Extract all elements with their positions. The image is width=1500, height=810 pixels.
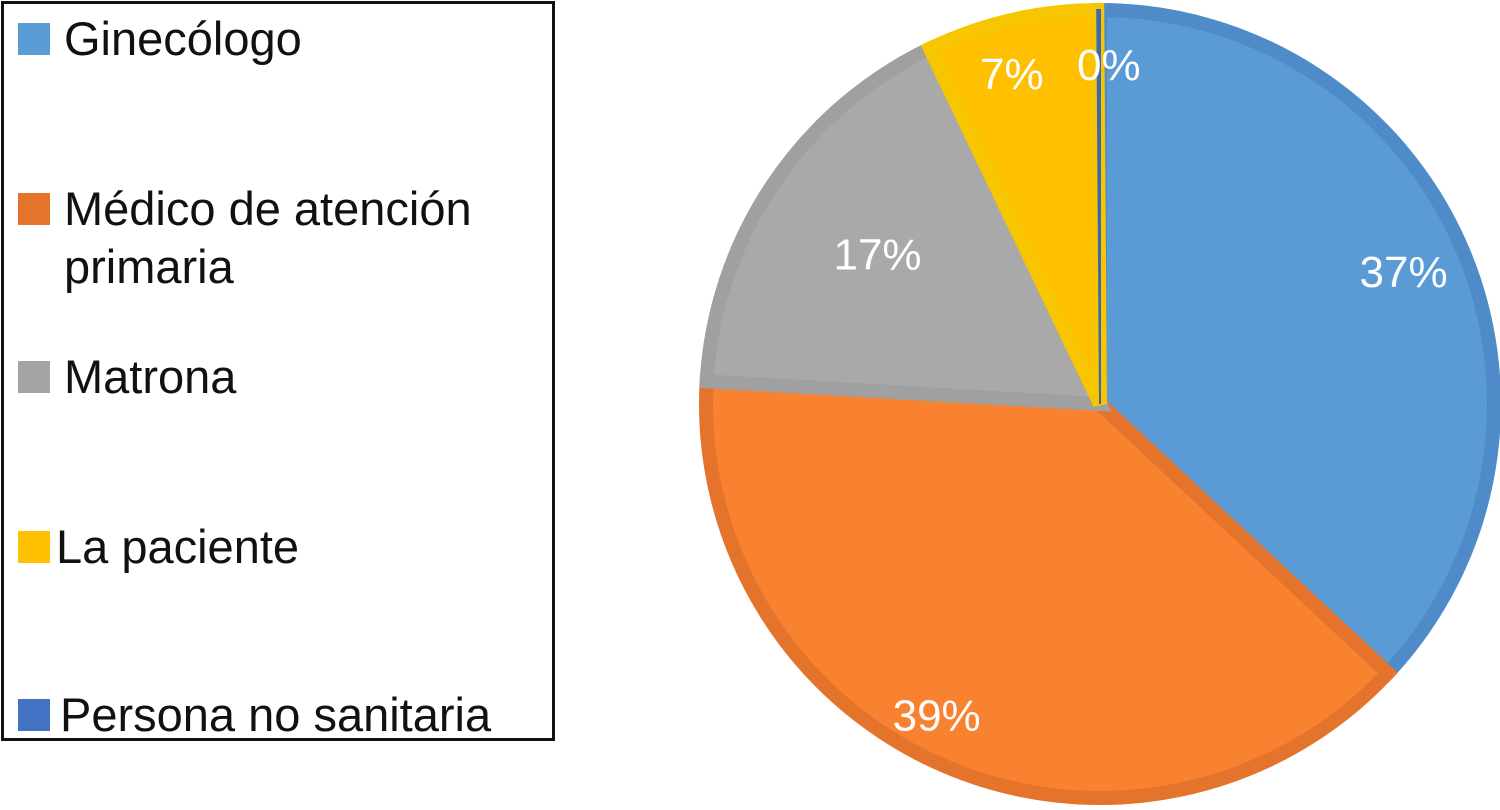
- pie-slice-persona-no-sanitaria: [1096, 8, 1101, 405]
- pie-slices: [699, 2, 1500, 805]
- legend-item-ginecologo: Ginecólogo: [18, 10, 544, 68]
- pie-label-matrona: 17%: [833, 231, 921, 280]
- legend-swatch-medico-atencion-primaria: [18, 193, 50, 225]
- legend-item-la-paciente: La paciente: [18, 518, 536, 576]
- pie-slice-medico-atencion-primaria: [699, 373, 1398, 805]
- legend-swatch-matrona: [18, 361, 50, 393]
- pie-slice-matrona: [699, 39, 1112, 412]
- legend-label-la-paciente: La paciente: [56, 520, 300, 573]
- legend-item-persona-no-sanitaria: Persona no sanitaria: [18, 686, 540, 744]
- legend-swatch-ginecologo: [18, 23, 50, 55]
- legend-item-medico-atencion-primaria: Médico de atención primaria: [18, 180, 544, 296]
- pie-label-ginecologo: 37%: [1360, 248, 1448, 297]
- legend-swatch-persona-no-sanitaria: [18, 699, 50, 731]
- pie-slice-ginecologo: [1093, 2, 1500, 683]
- pie-label-la-paciente: 7%: [980, 50, 1044, 99]
- pie-label-persona-no-sanitaria: 0%: [1077, 41, 1141, 90]
- legend-swatch-la-paciente: [18, 531, 50, 563]
- legend-label-persona-no-sanitaria: Persona no sanitaria: [60, 688, 492, 741]
- legend-item-matrona: Matrona: [18, 348, 544, 406]
- pie-chart: 37% 39% 17% 7% 0%: [699, 2, 1500, 805]
- chart-legend: Ginecólogo Médico de atención primaria M…: [1, 1, 555, 741]
- pie-labels: 37% 39% 17% 7% 0%: [833, 41, 1447, 740]
- pie-label-medico-atencion-primaria: 39%: [893, 692, 981, 741]
- legend-label-matrona: Matrona: [64, 350, 237, 403]
- legend-label-ginecologo: Ginecólogo: [64, 12, 302, 65]
- legend-label-medico-atencion-primaria: Médico de atención primaria: [64, 182, 472, 293]
- pie-slice-la-paciente: [920, 2, 1107, 408]
